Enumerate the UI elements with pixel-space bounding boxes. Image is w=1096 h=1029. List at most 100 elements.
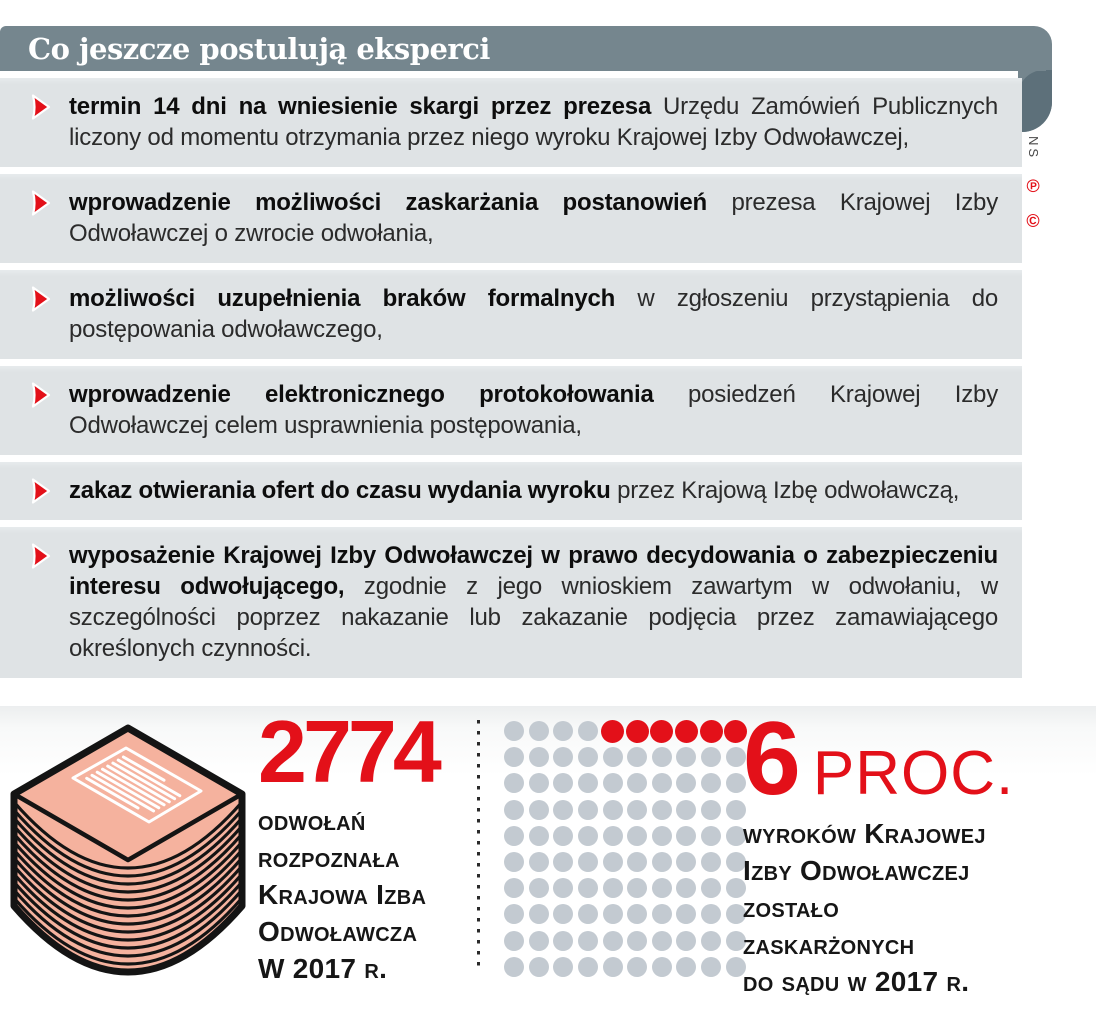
pictograph-unit [528, 852, 549, 873]
bullet-arrow-icon [30, 93, 54, 121]
pictograph-unit [504, 773, 525, 794]
stat-appeals-caption: odwołań rozpoznała Krajowa Izba Odwoławcza W… [258, 802, 473, 987]
pictograph-unit [528, 930, 549, 951]
pictograph-unit [553, 747, 574, 768]
pictograph-unit [553, 878, 574, 899]
pictograph-unit [553, 825, 574, 846]
pictograph-unit [676, 904, 697, 925]
pictograph-unit-highlighted [699, 719, 723, 743]
pictograph-unit [504, 904, 525, 925]
pictograph-unit [676, 956, 697, 977]
pictograph-unit [701, 852, 722, 873]
pictograph-unit [528, 721, 549, 742]
pictograph-grid [502, 718, 748, 980]
pictograph-unit [504, 878, 525, 899]
postulate-text: wprowadzenie elektronicznego protokołowa… [69, 379, 998, 441]
pictograph-unit [578, 852, 599, 873]
pictograph-unit [676, 825, 697, 846]
pictograph-unit [602, 747, 623, 768]
postulate-text: możliwości uzupełnienia braków formalnyc… [69, 283, 998, 345]
postulate-item: wyposażenie Krajowej Izby Odwoławczej w … [0, 527, 1022, 678]
pictograph-unit [701, 930, 722, 951]
postulate-item: zakaz otwierania ofert do czasu wydania … [0, 462, 1022, 520]
pictograph-unit [504, 825, 525, 846]
caption-line: zostało [743, 892, 840, 923]
pictograph-unit [602, 930, 623, 951]
pictograph-unit-highlighted [650, 719, 674, 743]
pictograph-unit [725, 773, 746, 794]
postulate-text: wprowadzenie możliwości zaskarżania post… [69, 187, 998, 249]
pictograph-unit [578, 904, 599, 925]
pictograph-unit [651, 852, 672, 873]
stat-appeals-value: 2774 [258, 702, 442, 801]
pictograph-unit [553, 904, 574, 925]
pictograph-unit [627, 799, 648, 820]
pictograph-unit-highlighted [674, 719, 698, 743]
pictograph-unit [651, 747, 672, 768]
pictograph-unit [578, 878, 599, 899]
paper-stack-illustration [10, 724, 246, 976]
pictograph-unit [676, 799, 697, 820]
pictograph-unit [627, 930, 648, 951]
pictograph-unit [651, 773, 672, 794]
pictograph-unit [725, 904, 746, 925]
pictograph-unit [676, 930, 697, 951]
postulate-rest: Urzędu Zamówień Publicznych liczony od m… [69, 93, 998, 151]
pictograph-unit [602, 799, 623, 820]
pictograph-unit [504, 747, 525, 768]
page-title: Co jeszcze postulują eksperci [28, 31, 490, 66]
stat-percent-value: 6 [743, 701, 801, 817]
pictograph-unit [627, 825, 648, 846]
pictograph-unit [504, 721, 525, 742]
pictograph-unit [725, 930, 746, 951]
pictograph-unit [578, 825, 599, 846]
postulate-bold-lead: wyposażenie Krajowej Izby Odwoławczej w … [69, 542, 998, 600]
postulate-bold-lead: termin 14 dni na wniesienie skargi przez… [69, 93, 664, 120]
pictograph-unit [528, 825, 549, 846]
postulate-rest: przez Krajową Izbę odwoławczą, [617, 477, 960, 504]
pictograph-unit [578, 747, 599, 768]
pictograph-unit [528, 799, 549, 820]
stat-percent-line: 6 PROC. [743, 701, 1073, 817]
pictograph-unit [627, 956, 648, 977]
bullet-arrow-icon [30, 477, 54, 505]
bullet-arrow-icon [30, 542, 54, 570]
stat-percent: 6 PROC. wyroków Krajowej Izby Odwoławczej… [743, 701, 1073, 1000]
postulate-bold-lead: wprowadzenie możliwości zaskarżania post… [69, 189, 732, 216]
stats-section: 2774 odwołań rozpoznała Krajowa Izba Odwoła… [0, 706, 1096, 1029]
pictograph-unit [651, 956, 672, 977]
pictograph-unit [725, 956, 746, 977]
pictograph-unit [553, 930, 574, 951]
pictograph-unit [528, 773, 549, 794]
pictograph-unit [602, 904, 623, 925]
postulate-text: zakaz otwierania ofert do czasu wydania … [69, 475, 998, 506]
pictograph-unit [504, 930, 525, 951]
caption-line: W 2017 r. [258, 952, 388, 984]
postulate-rest: posiedzeń Krajowej Izby Odwoławczej cele… [69, 381, 998, 439]
pictograph-unit [602, 825, 623, 846]
pictograph-unit [578, 930, 599, 951]
credit-watermark: NS ℗ © [1023, 136, 1043, 231]
pictograph-unit [725, 878, 746, 899]
caption-line: rozpoznała [258, 841, 400, 873]
postulate-item: termin 14 dni na wniesienie skargi przez… [0, 78, 1022, 167]
pictograph-unit [627, 878, 648, 899]
credit-initials: NS [1026, 136, 1041, 161]
bullet-arrow-icon [30, 381, 54, 409]
postulates-list: termin 14 dni na wniesienie skargi przez… [0, 78, 1022, 685]
pictograph-unit [701, 878, 722, 899]
pictograph-unit [651, 930, 672, 951]
caption-line: zaskarżonych [743, 929, 915, 960]
pictograph-unit [553, 956, 574, 977]
pictograph-unit [627, 773, 648, 794]
postulate-bold-lead: zakaz otwierania ofert do czasu wydania … [69, 477, 618, 504]
pictograph-unit [676, 852, 697, 873]
copyright-icon: © [1023, 210, 1043, 231]
stat-appeals: 2774 odwołań rozpoznała Krajowa Izba Odwoła… [258, 702, 473, 987]
pictograph-unit [578, 773, 599, 794]
pictograph-unit [701, 956, 722, 977]
pictograph-unit [602, 878, 623, 899]
pictograph-unit [504, 799, 525, 820]
pictograph-unit [676, 747, 697, 768]
pictograph-unit [651, 878, 672, 899]
